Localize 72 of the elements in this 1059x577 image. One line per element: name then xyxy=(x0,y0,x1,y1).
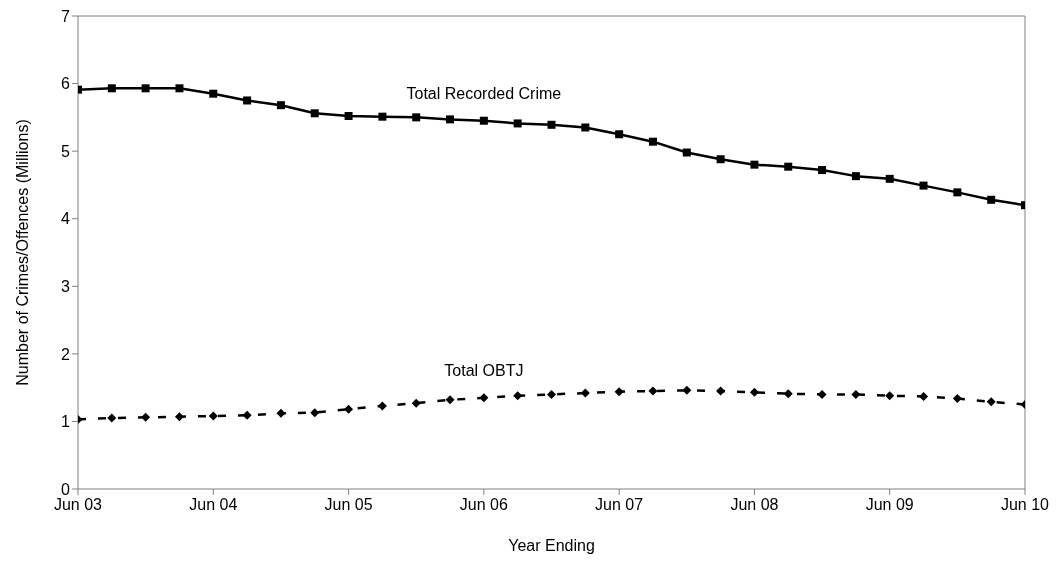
point xyxy=(716,155,725,164)
x-tick-label: Jun 03 xyxy=(53,496,103,514)
y-tick-label: 7 xyxy=(61,7,71,25)
x-tick-label: Jun 08 xyxy=(730,496,779,514)
point xyxy=(547,120,556,129)
point xyxy=(818,166,827,175)
point xyxy=(513,391,523,401)
point xyxy=(513,119,522,128)
y-tick-label: 4 xyxy=(61,210,71,228)
point xyxy=(479,116,488,125)
x-tick-label: Jun 07 xyxy=(595,496,644,514)
point xyxy=(750,160,759,169)
x-axis-title: Year Ending xyxy=(508,537,595,554)
point xyxy=(817,389,827,399)
point xyxy=(919,181,928,190)
y-tick-label: 1 xyxy=(61,413,71,431)
point xyxy=(141,412,151,422)
series-label: Total OBTJ xyxy=(444,361,524,379)
point xyxy=(243,96,252,105)
x-tick-label: Jun 05 xyxy=(324,496,373,514)
point xyxy=(209,89,218,98)
point xyxy=(885,391,895,401)
point xyxy=(919,391,929,401)
x-tick-label: Jun 09 xyxy=(865,496,914,514)
x-tick-label: Jun 10 xyxy=(1000,496,1050,514)
series-label: Total Recorded Crime xyxy=(406,84,562,102)
point xyxy=(174,412,184,422)
y-tick-label: 2 xyxy=(61,345,71,363)
point xyxy=(784,162,793,171)
point xyxy=(953,188,962,197)
point xyxy=(446,115,455,124)
point xyxy=(783,389,793,399)
point xyxy=(310,408,320,418)
point xyxy=(986,397,996,407)
point xyxy=(445,395,455,405)
point xyxy=(107,84,116,93)
point xyxy=(242,410,252,420)
point xyxy=(276,408,286,418)
point xyxy=(614,387,624,397)
y-tick-label: 5 xyxy=(61,142,71,160)
point xyxy=(851,172,860,181)
point xyxy=(479,393,489,403)
point xyxy=(208,411,218,421)
point xyxy=(851,389,861,399)
y-tick-label: 0 xyxy=(61,480,71,498)
point xyxy=(648,386,658,396)
point xyxy=(615,130,624,139)
y-axis-title: Number of Crimes/Offences (Millions) xyxy=(13,119,31,386)
x-tick-label: Jun 06 xyxy=(459,496,508,514)
point xyxy=(378,112,387,121)
y-tick-label: 6 xyxy=(61,75,71,93)
point xyxy=(581,123,590,132)
point xyxy=(952,393,962,403)
x-tick-label: Jun 04 xyxy=(189,496,238,514)
point xyxy=(547,389,556,399)
point xyxy=(987,195,996,204)
point xyxy=(141,84,150,93)
y-tick-label: 3 xyxy=(61,277,71,295)
point xyxy=(648,137,657,146)
point xyxy=(276,101,285,110)
point xyxy=(411,398,421,408)
point xyxy=(682,148,691,157)
point xyxy=(682,385,692,395)
point xyxy=(412,113,421,122)
point xyxy=(344,404,354,414)
point xyxy=(377,401,387,411)
point xyxy=(885,174,894,183)
point xyxy=(175,84,184,93)
point xyxy=(107,413,117,423)
point xyxy=(310,109,319,118)
point xyxy=(749,387,759,397)
point xyxy=(344,112,353,121)
